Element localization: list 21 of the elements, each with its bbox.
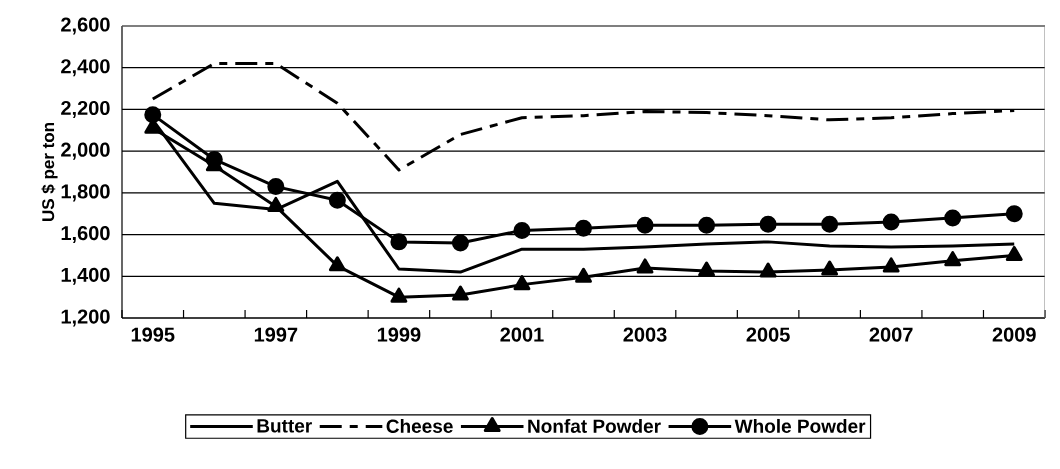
- legend-label: Whole Powder: [734, 418, 866, 433]
- x-tick-label: 1999: [377, 327, 421, 342]
- y-tick-label: 1,600: [61, 226, 110, 244]
- x-tick-label: 2007: [869, 327, 913, 342]
- x-tick-label: 2005: [746, 327, 790, 342]
- y-tick-label: 1,800: [61, 184, 110, 202]
- y-tick-label: 1,400: [61, 267, 110, 285]
- legend-label: Nonfat Powder: [528, 418, 661, 433]
- x-tick-label: 2009: [992, 327, 1036, 342]
- x-tick-label: 1995: [131, 327, 175, 342]
- x-tick-label: 2003: [623, 327, 667, 342]
- y-tick-label: 2,200: [61, 100, 110, 118]
- x-tick-label: 1997: [254, 327, 298, 342]
- y-tick-label: 2,600: [61, 17, 110, 35]
- legend-label: Cheese: [386, 418, 453, 433]
- legend-label: Butter: [257, 419, 312, 433]
- y-tick-label: 2,000: [61, 142, 110, 160]
- y-tick-label: 2,400: [61, 59, 110, 77]
- y-tick-label: 1,200: [61, 309, 110, 327]
- x-tick-label: 2001: [500, 327, 544, 342]
- y-axis-title: US $ per ton: [41, 123, 58, 222]
